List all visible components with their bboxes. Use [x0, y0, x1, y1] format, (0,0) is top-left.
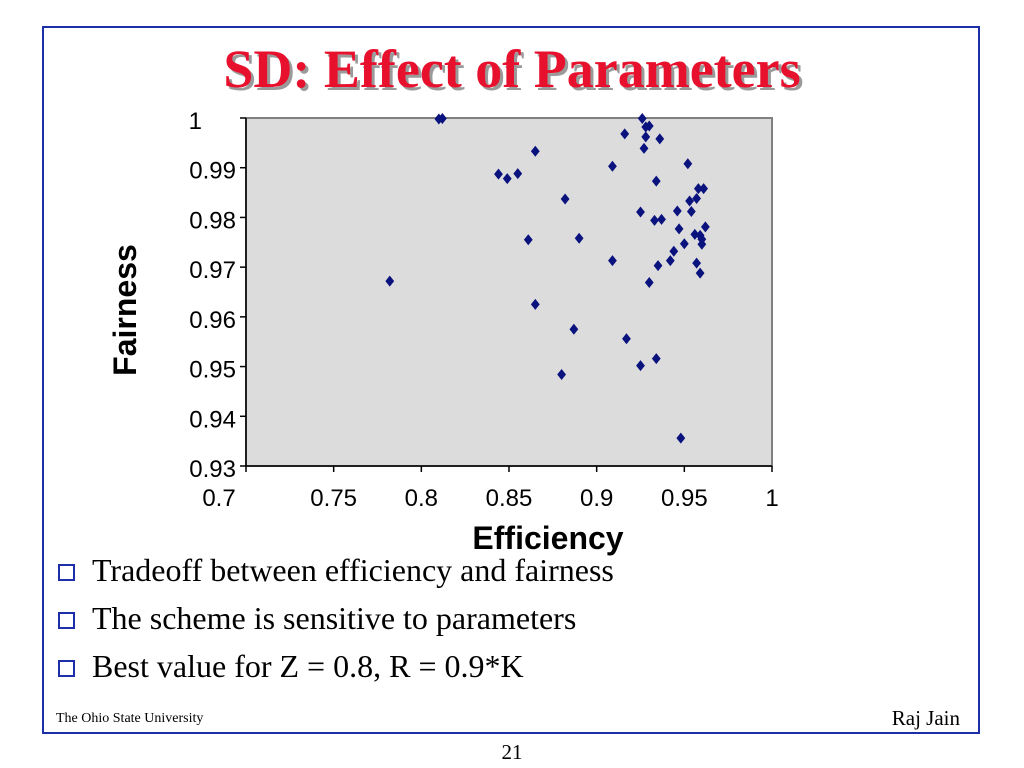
- data-point: [574, 232, 584, 244]
- y-axis-title: Fairness: [107, 244, 143, 376]
- y-tick-label: 0.97: [189, 257, 236, 284]
- data-point: [569, 323, 579, 335]
- data-point: [653, 260, 663, 272]
- bullet-text: Best value for Z = 0.8, R = 0.9*K: [92, 648, 524, 684]
- data-point: [690, 228, 700, 240]
- data-point: [620, 128, 630, 140]
- data-point: [651, 353, 661, 365]
- x-axis-title: Efficiency: [472, 520, 623, 556]
- plot-layer: [245, 117, 773, 467]
- y-tick-label: 0.93: [189, 456, 236, 483]
- checkbox-bullet-icon: [58, 660, 75, 677]
- checkbox-bullet-icon: [58, 612, 75, 629]
- data-point: [637, 112, 647, 124]
- y-tick-label: 0.98: [189, 207, 236, 234]
- data-point: [699, 183, 709, 195]
- data-point: [636, 206, 645, 218]
- x-tick-label: 0.9: [580, 485, 613, 512]
- x-tick-label: 0.95: [661, 485, 708, 512]
- data-point: [657, 213, 666, 225]
- data-point: [641, 131, 651, 143]
- data-point: [557, 369, 566, 381]
- data-point: [679, 238, 689, 250]
- page-number: 21: [501, 740, 523, 764]
- data-point: [437, 112, 447, 124]
- checkbox-bullet-icon: [58, 564, 75, 581]
- data-point: [530, 298, 540, 310]
- data-point: [641, 121, 651, 133]
- bullet-list: Tradeoff between efficiency and fairness…: [56, 548, 614, 692]
- footer-university: The Ohio State University: [56, 711, 204, 726]
- axis-layer: [240, 117, 773, 472]
- x-tick-label: 1: [765, 485, 778, 512]
- data-point: [385, 275, 395, 287]
- data-point: [650, 214, 659, 226]
- bullet-text: The scheme is sensitive to parameters: [92, 600, 577, 636]
- data-point: [622, 333, 631, 345]
- data-point: [700, 221, 710, 233]
- data-point: [639, 142, 649, 154]
- data-point: [692, 193, 702, 205]
- data-point: [686, 205, 696, 217]
- data-point: [692, 257, 702, 269]
- slide-title: SD: Effect of Parameters: [223, 39, 801, 99]
- data-point: [672, 205, 682, 217]
- data-point: [636, 360, 645, 372]
- y-tick-label: 0.99: [189, 158, 236, 185]
- bullet-item: The scheme is sensitive to parameters: [56, 596, 614, 644]
- data-point: [608, 160, 617, 172]
- data-point: [530, 145, 540, 157]
- data-point: [655, 133, 665, 145]
- y-tick-label: 0.95: [189, 357, 236, 384]
- plot-area: [245, 117, 773, 467]
- data-point: [560, 193, 570, 205]
- data-point: [494, 168, 503, 180]
- data-point: [697, 238, 707, 250]
- data-point: [651, 175, 661, 187]
- data-point: [695, 267, 705, 279]
- y-tick-label: 0.94: [189, 406, 236, 433]
- data-point: [502, 173, 512, 185]
- data-point: [644, 277, 654, 289]
- data-point: [669, 245, 679, 257]
- data-point: [693, 183, 703, 195]
- points-layer: [385, 112, 710, 444]
- x-tick-label: 0.85: [486, 485, 533, 512]
- data-point: [683, 158, 693, 170]
- y-tick-label: 1: [189, 108, 202, 135]
- data-point: [665, 255, 675, 267]
- slide-frame: [42, 26, 980, 734]
- x-tick-label: 0.75: [310, 485, 357, 512]
- bullet-item: Best value for Z = 0.8, R = 0.9*K: [56, 644, 614, 692]
- data-point: [674, 223, 684, 235]
- bullet-text: Tradeoff between efficiency and fairness: [92, 552, 614, 588]
- x-tick-label: 0.7: [202, 485, 235, 512]
- bullet-item: Tradeoff between efficiency and fairness: [56, 548, 614, 596]
- data-point: [676, 432, 686, 444]
- x-tick-label: 0.8: [405, 485, 438, 512]
- y-tick-label: 0.96: [189, 307, 236, 334]
- data-point: [523, 234, 533, 246]
- data-point: [608, 255, 617, 267]
- footer-author: Raj Jain: [891, 706, 960, 730]
- data-point: [513, 168, 523, 180]
- label-layer: 0.93 0.94 0.95 0.96 0.97 0.98 0.99 1 0.7 0.75 0.8 0…: [107, 108, 779, 556]
- data-point: [685, 195, 694, 207]
